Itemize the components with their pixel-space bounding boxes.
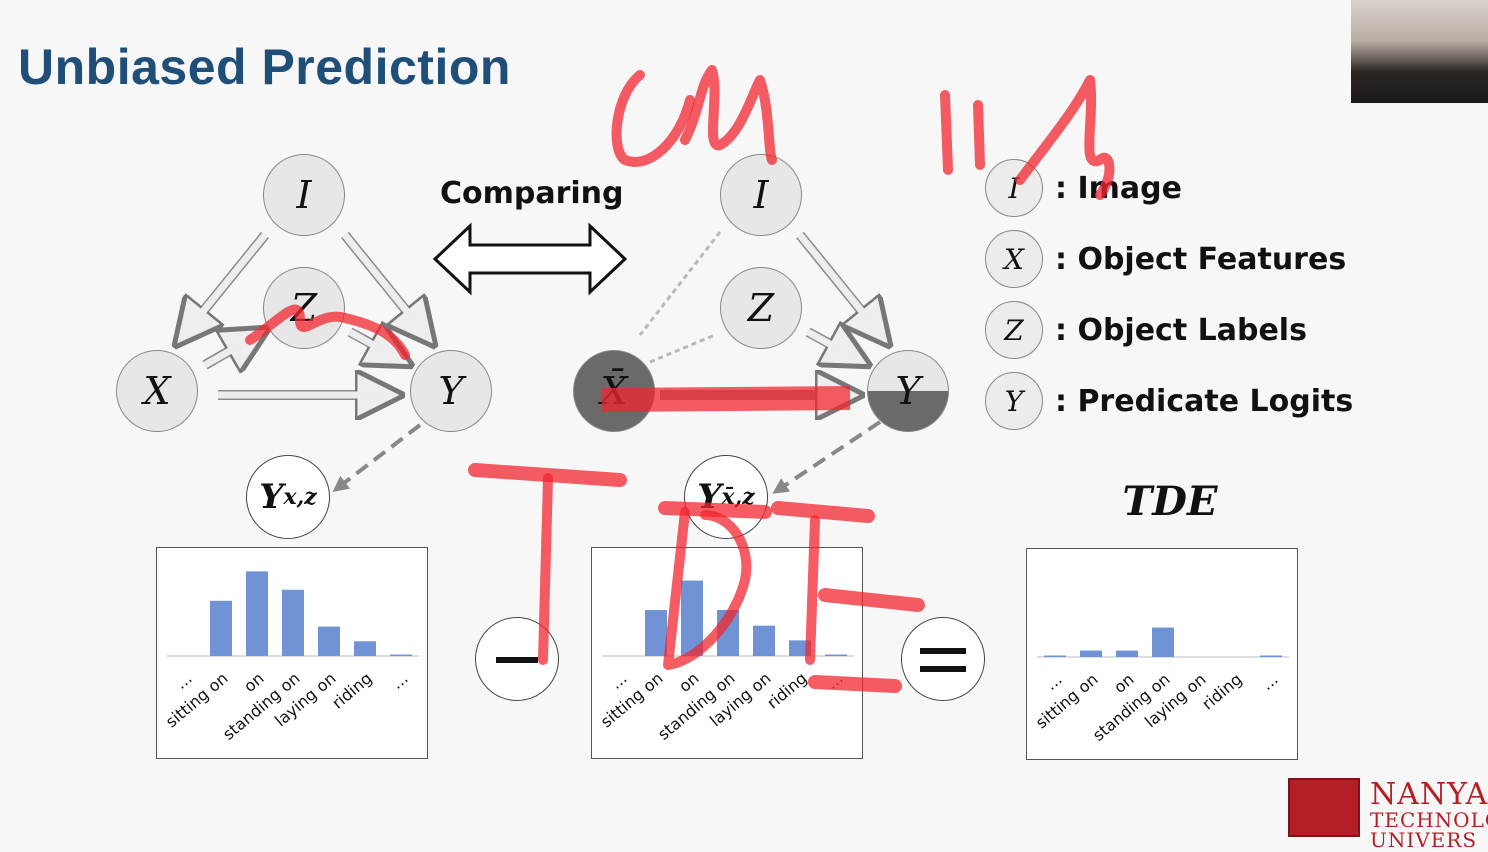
slide-title: Unbiased Prediction (18, 39, 511, 95)
right-node-counterfactual-features: X̄ (573, 350, 655, 432)
logo-line-1: NANYA (1370, 777, 1488, 812)
chart-bar (789, 640, 811, 656)
equals-icon (920, 648, 966, 672)
legend-object-features: X : Object Features (985, 229, 1346, 289)
chart-bar (681, 580, 703, 656)
minus-icon (496, 657, 538, 663)
right-node-object-labels: Z (720, 267, 802, 349)
chart-bar (645, 610, 667, 656)
chart-tick-label: ... (172, 669, 196, 693)
chart-tick-label: ... (388, 669, 412, 693)
chart-tick-label: ... (607, 669, 631, 693)
chart-bar (282, 589, 304, 656)
chart-bar (318, 626, 340, 656)
chart-tde: ... sitting on on standing on laying on ridin… (1026, 548, 1298, 760)
chart-bar (753, 625, 775, 656)
legend-symbol: Y (985, 372, 1043, 430)
chart-bar (1152, 627, 1174, 657)
legend-label: : Object Labels (1055, 312, 1307, 348)
legend-label: : Object Features (1055, 241, 1347, 277)
comparing-label: Comparing (440, 176, 624, 211)
output-sub: x,z (283, 484, 317, 510)
university-logo-text: NANYA TECHNOLO UNIVERS (1370, 777, 1488, 852)
chart-tick-label: riding (763, 669, 810, 713)
output-main: Y (697, 477, 722, 517)
legend-label: : Predicate Logits (1055, 383, 1354, 419)
chart-bar (1044, 655, 1066, 657)
left-output-arrow (332, 423, 422, 492)
legend-label: : Image (1055, 170, 1182, 206)
logo-line-3: UNIVERS (1370, 828, 1478, 852)
chart-tick-label: ... (1258, 670, 1282, 694)
left-node-object-labels: Z (263, 267, 345, 349)
university-crest-logo (1288, 778, 1360, 837)
tde-label: TDE (1122, 478, 1218, 525)
right-graph-dashed-edges (638, 231, 722, 364)
chart-bar (825, 654, 847, 656)
left-node-image: I (263, 154, 345, 236)
chart-bar (1116, 650, 1138, 657)
output-sub: x̄,z (721, 484, 755, 510)
chart-tick-label: ... (1042, 670, 1066, 694)
legend-object-labels: Z : Object Labels (985, 300, 1307, 360)
right-node-predicate-logits: Y (867, 350, 949, 432)
minus-operator (475, 617, 559, 701)
chart-bar (354, 641, 376, 656)
left-node-predicate-logits: Y (410, 350, 492, 432)
chart-bar (210, 600, 232, 656)
left-node-object-features: X (116, 350, 198, 432)
output-main: Y (259, 477, 284, 517)
legend-image: I : Image (985, 158, 1182, 218)
legend-symbol: X (985, 230, 1043, 288)
legend-predicate-logits: Y : Predicate Logits (985, 371, 1353, 431)
logo-line-2: TECHNOLO (1370, 808, 1488, 832)
equals-operator (901, 617, 985, 701)
right-output-arrow (772, 420, 882, 494)
chart-bar (1080, 650, 1102, 657)
chart-factual: ... sitting on on standing on laying on ridin… (156, 547, 428, 759)
comparing-double-arrow (432, 222, 628, 296)
legend-symbol: I (985, 159, 1043, 217)
legend-symbol: Z (985, 301, 1043, 359)
right-node-image: I (720, 154, 802, 236)
chart-bar (1260, 655, 1282, 657)
chart-bar (717, 610, 739, 656)
chart-tick-label: ... (823, 669, 847, 693)
chart-bar (246, 571, 268, 656)
presenter-webcam (1351, 0, 1488, 103)
chart-tick-label: riding (1198, 670, 1245, 714)
chart-counterfactual: ... sitting on on standing on laying on ridin… (591, 547, 863, 759)
chart-tick-label: riding (328, 669, 375, 713)
chart-bar (390, 654, 412, 656)
